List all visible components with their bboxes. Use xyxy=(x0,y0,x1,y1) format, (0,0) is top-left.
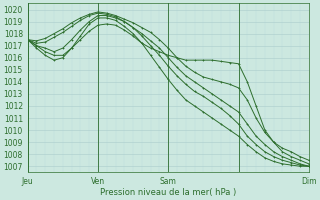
X-axis label: Pression niveau de la mer( hPa ): Pression niveau de la mer( hPa ) xyxy=(100,188,236,197)
